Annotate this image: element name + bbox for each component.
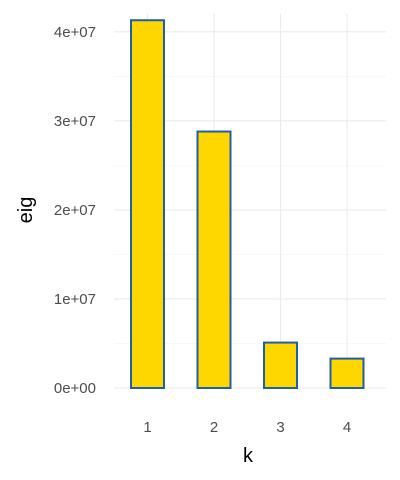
y-axis-ticks: 0e+00 1e+07 2e+07 3e+07 4e+07 [54,24,96,397]
x-axis-ticks: 1 2 3 4 [143,419,351,436]
y-tick-label: 1e+07 [54,291,96,308]
bar-1 [130,19,165,389]
x-tick-label: 1 [143,419,151,436]
x-axis-title: k [243,445,254,467]
x-tick-label: 3 [276,419,284,436]
bar-4 [329,357,365,390]
y-tick-label: 4e+07 [54,24,96,41]
bar-2 [196,130,232,390]
y-axis-title: eig [15,197,37,224]
y-tick-label: 2e+07 [54,202,96,219]
bars [130,19,365,390]
y-tick-label: 3e+07 [54,113,96,130]
x-tick-label: 2 [210,419,218,436]
bar-3 [263,341,298,390]
x-tick-label: 4 [343,419,351,436]
y-tick-label: 0e+00 [54,380,96,397]
